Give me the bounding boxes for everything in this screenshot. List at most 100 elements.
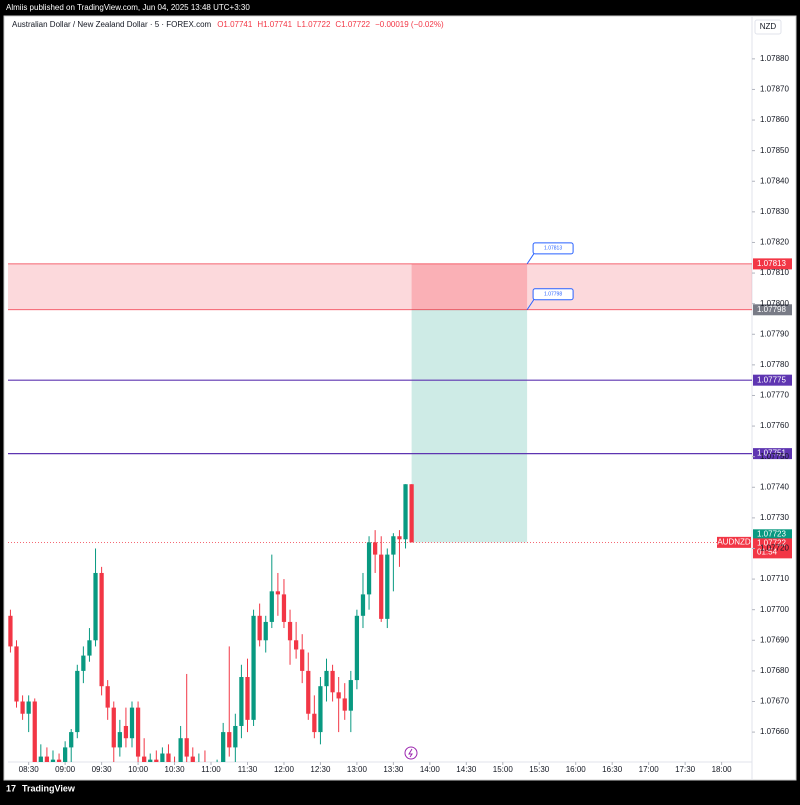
x-tick-label: 16:00 xyxy=(566,765,587,774)
candle-body xyxy=(342,698,347,711)
candle-body xyxy=(8,615,13,647)
candle-body xyxy=(281,594,287,622)
y-tick-label: 1.07740 xyxy=(760,482,789,491)
bid-label: 1.07723 xyxy=(757,529,786,538)
x-tick-label: 08:30 xyxy=(19,765,40,774)
events-icon[interactable] xyxy=(404,746,418,760)
y-tick-label: 1.07860 xyxy=(760,115,789,124)
x-tick-label: 10:00 xyxy=(128,765,149,774)
candle-body xyxy=(336,692,341,699)
candle-body xyxy=(56,759,62,762)
candle-body xyxy=(306,670,311,714)
candle-body xyxy=(391,536,396,555)
y-tick-label: 1.07770 xyxy=(760,391,789,400)
candle-body xyxy=(184,738,189,757)
candle-body xyxy=(111,707,116,748)
x-tick-label: 18:00 xyxy=(712,765,733,774)
candle-body xyxy=(178,738,183,762)
y-tick-label: 1.07720 xyxy=(760,544,789,553)
candle-body xyxy=(20,701,25,714)
brand[interactable]: TradingView xyxy=(22,783,76,793)
y-tick-label: 1.07810 xyxy=(760,268,789,277)
x-tick-label: 13:00 xyxy=(347,765,368,774)
supply-zone xyxy=(8,263,752,310)
y-tick-label: 1.07790 xyxy=(760,329,789,338)
y-tick-label: 1.07840 xyxy=(760,176,789,185)
candle-body xyxy=(324,670,329,687)
candle-body xyxy=(166,753,171,762)
position-risk xyxy=(411,263,528,310)
candle-body xyxy=(190,756,195,762)
candle-body xyxy=(75,670,80,733)
callout-box xyxy=(532,288,574,301)
ohlc-value: C1.07722 xyxy=(335,20,370,29)
zone-tag-label: 1.07798 xyxy=(757,305,786,314)
x-tick-label: 14:30 xyxy=(456,765,477,774)
candle-body xyxy=(32,701,37,762)
level-label: 1.07751 xyxy=(757,449,786,458)
candle-body xyxy=(93,572,98,641)
y-tick-label: 1.07710 xyxy=(760,574,789,583)
candle-body xyxy=(233,725,238,748)
x-tick-label: 17:00 xyxy=(639,765,660,774)
candle-body xyxy=(293,640,299,650)
candle-body xyxy=(354,615,360,681)
candle-body xyxy=(50,759,56,762)
bid-tag xyxy=(753,529,792,540)
x-tick-label: 15:30 xyxy=(529,765,550,774)
candle-body xyxy=(360,594,366,616)
zone-tag xyxy=(753,258,792,270)
overlay: 1.07775 1.07751 1.07813 1.07798 1.07813 1.077… xyxy=(526,242,792,559)
candle-body xyxy=(38,756,43,762)
candle-body xyxy=(154,759,159,762)
candle-body xyxy=(44,756,50,762)
ohlc-value: L1.07722 xyxy=(297,20,331,29)
currency[interactable]: NZD xyxy=(760,22,777,31)
y-tick-label: 1.07870 xyxy=(760,85,789,94)
symbol-label: AUDNZD xyxy=(717,537,751,546)
candle-body xyxy=(379,554,384,619)
candle-body xyxy=(105,686,110,708)
zone-tag-label: 1.07813 xyxy=(757,259,786,268)
candle-body xyxy=(81,655,86,671)
candle-body xyxy=(330,670,335,693)
candle-body xyxy=(87,640,92,656)
candle-body xyxy=(257,615,262,641)
x-tick-label: 11:30 xyxy=(238,765,258,774)
candle-body xyxy=(99,572,104,687)
x-tick-label: 16:30 xyxy=(602,765,623,774)
position-reward xyxy=(411,309,528,543)
candle-body xyxy=(69,732,74,748)
ohlc-value: O1.07741 xyxy=(217,20,253,29)
y-tick-label: 1.07760 xyxy=(760,421,789,430)
candle-body xyxy=(63,747,68,762)
y-tick-label: 1.07700 xyxy=(760,605,789,614)
callout-box xyxy=(532,242,574,255)
candle-body xyxy=(227,732,232,748)
events-bolt xyxy=(408,748,413,758)
candle-body xyxy=(300,649,305,671)
symbol-tag xyxy=(717,536,751,548)
x-tick-label: 09:00 xyxy=(55,765,76,774)
last-price-tag xyxy=(753,538,792,559)
level-tag xyxy=(753,374,792,386)
candle-body xyxy=(142,756,147,762)
candle-body xyxy=(366,542,372,595)
candle-body xyxy=(239,677,244,726)
candle-body xyxy=(263,621,268,641)
y-tick-label: 1.07880 xyxy=(760,54,789,63)
candle-body xyxy=(221,732,226,762)
countdown: 01:54 xyxy=(757,547,778,556)
x-tick-label: 17:30 xyxy=(675,765,696,774)
candle-body xyxy=(318,686,323,733)
candle-body xyxy=(397,536,402,540)
candle-body xyxy=(251,615,256,720)
level-label: 1.07775 xyxy=(757,375,786,384)
currency-box[interactable] xyxy=(754,19,782,35)
zone-tag xyxy=(753,304,792,316)
callout-label: 1.07813 xyxy=(544,246,562,252)
y-tick-label: 1.07660 xyxy=(760,727,789,736)
publisher-line: Almiis published on TradingView.com, Jun… xyxy=(6,3,250,12)
x-tick-label: 14:00 xyxy=(420,765,441,774)
candle-body xyxy=(129,707,135,739)
